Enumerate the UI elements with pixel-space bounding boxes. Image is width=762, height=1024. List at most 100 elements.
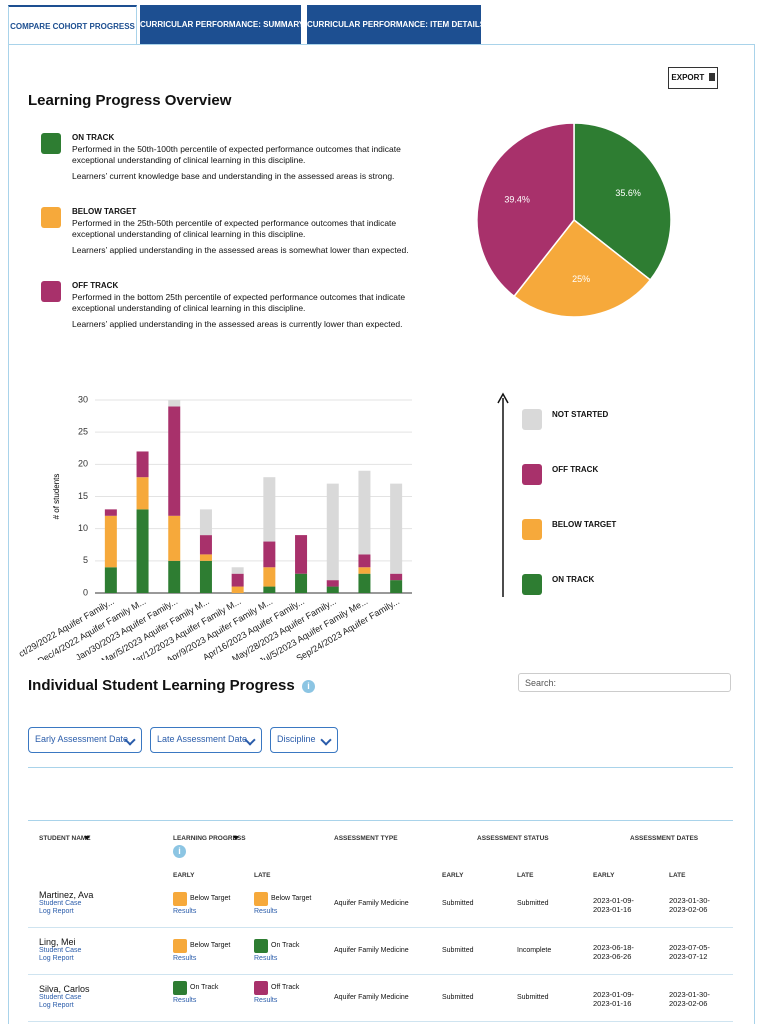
- progress-link[interactable]: Results: [173, 997, 197, 1004]
- search-input[interactable]: Search:: [518, 673, 731, 692]
- bar-segment: [326, 483, 339, 581]
- legend-title: OFF TRACK: [72, 281, 119, 290]
- legend-swatch: [522, 464, 542, 485]
- column-subheader: LATE: [517, 872, 534, 879]
- student-link[interactable]: Student Case: [39, 900, 82, 907]
- bar-segment: [390, 483, 403, 574]
- tab[interactable]: COMPARE COHORT PROGRESS: [8, 5, 137, 44]
- student-link[interactable]: Student Case: [39, 994, 82, 1001]
- info-icon[interactable]: i: [302, 680, 315, 693]
- divider: [28, 767, 733, 768]
- assessment-date: 2023-01-30-: [669, 896, 710, 905]
- column-header: ASSESSMENT TYPE: [334, 835, 398, 842]
- column-header[interactable]: STUDENT NAME: [39, 835, 91, 842]
- column-header: ASSESSMENT STATUS: [477, 835, 549, 842]
- info-icon[interactable]: i: [173, 845, 186, 858]
- progress-label: On Track: [271, 942, 300, 949]
- bar-segment: [199, 560, 212, 593]
- legend-description: exceptional understanding of clinical le…: [72, 154, 306, 165]
- filter-button[interactable]: Discipline: [270, 727, 338, 753]
- y-tick-label: 15: [78, 491, 88, 501]
- student-link[interactable]: Log Report: [39, 908, 74, 915]
- legend-note: Learners’ applied understanding in the a…: [72, 319, 403, 329]
- assessment-status: Submitted: [442, 900, 474, 907]
- student-link[interactable]: Log Report: [39, 955, 74, 962]
- assessment-date: 2023-01-16: [593, 905, 632, 914]
- section-title: Individual Student Learning Progress: [28, 677, 295, 694]
- legend-note: Learners’ current knowledge base and und…: [72, 171, 395, 181]
- legend-note: Learners’ applied understanding in the a…: [72, 245, 409, 255]
- pie-slice: [513, 218, 652, 318]
- progress-link[interactable]: Results: [173, 955, 197, 962]
- legend-description: Performed in the bottom 25th percentile …: [72, 292, 406, 302]
- y-tick-label: 25: [78, 427, 88, 437]
- legend-swatch: [522, 519, 542, 540]
- assessment-status: Incomplete: [517, 947, 552, 954]
- legend-swatch: [522, 574, 542, 595]
- column-subheader: LATE: [254, 872, 271, 879]
- sort-icon: [233, 836, 239, 840]
- bar-segment: [263, 541, 276, 568]
- bar-segment: [136, 509, 149, 593]
- progress-swatch: [173, 892, 187, 906]
- bar-segment: [263, 567, 276, 587]
- pie-slice: [573, 122, 672, 281]
- filter-button[interactable]: Late Assessment Date: [150, 727, 262, 753]
- assessment-status: Submitted: [442, 994, 474, 1001]
- bar-segment: [295, 535, 308, 574]
- bar-segment: [231, 586, 244, 593]
- bar-segment: [199, 554, 212, 561]
- assessment-date: 2023-01-30-: [669, 990, 710, 999]
- assessment-type: Aquifer Family Medicine: [334, 900, 409, 907]
- progress-link[interactable]: Results: [254, 955, 278, 962]
- export-button[interactable]: EXPORT: [668, 67, 718, 89]
- assessment-status: Submitted: [517, 900, 549, 907]
- assessment-date: 2023-02-06: [669, 999, 708, 1008]
- progress-link[interactable]: Results: [173, 908, 197, 915]
- legend-title: ON TRACK: [72, 133, 115, 142]
- assessment-date: 2023-01-09-: [593, 896, 634, 905]
- assessment-date: 2023-02-06: [669, 905, 708, 914]
- filter-label: Late Assessment Date: [157, 734, 248, 744]
- row-divider: [28, 974, 733, 975]
- y-tick-label: 10: [78, 523, 88, 533]
- assessment-date: 2023-01-09-: [593, 990, 634, 999]
- legend-label: BELOW TARGET: [552, 520, 617, 529]
- bar-segment: [358, 554, 371, 568]
- legend-description: Performed in the 25th-50th percentile of…: [72, 218, 397, 228]
- divider: [28, 820, 733, 821]
- legend-description: Performed in the 50th-100th percentile o…: [72, 144, 401, 154]
- progress-label: Off Track: [271, 984, 300, 991]
- bar-segment: [136, 451, 149, 478]
- student-name: Silva, Carlos: [39, 984, 90, 994]
- legend-label: OFF TRACK: [552, 465, 599, 474]
- pie-slice: [476, 122, 575, 298]
- progress-link[interactable]: Results: [254, 997, 278, 1004]
- export-label: EXPORT: [671, 73, 705, 82]
- bar-segment: [390, 580, 403, 593]
- bar-segment: [326, 586, 339, 593]
- progress-link[interactable]: Results: [254, 908, 278, 915]
- pie-label: 25%: [572, 274, 590, 284]
- filter-label: Discipline: [277, 734, 316, 744]
- column-header[interactable]: LEARNING PROGRESS: [173, 835, 246, 842]
- assessment-status: Submitted: [517, 994, 549, 1001]
- progress-label: Below Target: [271, 895, 312, 902]
- student-link[interactable]: Log Report: [39, 1002, 74, 1009]
- tab[interactable]: CURRICULAR PERFORMANCE: ITEM DETAILS: [307, 5, 485, 44]
- sort-icon: [84, 836, 90, 840]
- legend-swatch: [41, 207, 61, 228]
- content-panel: [8, 44, 755, 1024]
- tab[interactable]: CURRICULAR PERFORMANCE: SUMMARY: [140, 5, 304, 44]
- filter-button[interactable]: Early Assessment Date: [28, 727, 142, 753]
- student-link[interactable]: Student Case: [39, 947, 82, 954]
- bar-segment: [358, 567, 371, 574]
- progress-swatch: [254, 892, 268, 906]
- legend-swatch: [41, 281, 61, 302]
- progress-swatch: [173, 939, 187, 953]
- y-tick-label: 0: [83, 587, 88, 597]
- section-title: Learning Progress Overview: [28, 92, 232, 109]
- bar-segment: [326, 580, 339, 587]
